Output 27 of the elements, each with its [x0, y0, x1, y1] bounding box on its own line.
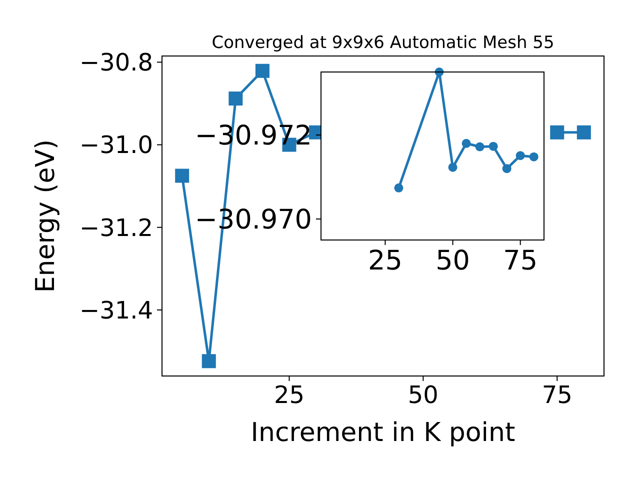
y-axis-title: Energy (eV)	[31, 139, 61, 293]
point	[448, 162, 458, 172]
point	[202, 354, 216, 368]
point	[255, 64, 270, 78]
x-tick-label: 50	[436, 246, 470, 277]
x-tick-label: 50	[408, 381, 438, 410]
point	[529, 152, 538, 162]
x-tick-label: 25	[368, 246, 402, 277]
y-tick-label: −31.4	[79, 296, 153, 324]
x-tick-label: 75	[503, 246, 538, 277]
point	[516, 151, 525, 160]
point	[502, 164, 512, 174]
point	[488, 142, 498, 151]
point	[175, 168, 190, 183]
point	[394, 183, 404, 192]
point	[475, 142, 484, 152]
y-tick-label: −30.8	[79, 48, 153, 77]
x-tick-label: 75	[542, 381, 572, 410]
y-tick-label: −31.2	[79, 214, 153, 242]
x-axis-title: Increment in K point	[250, 418, 516, 448]
point	[550, 125, 564, 140]
y-tick-label: −31.0	[79, 131, 153, 160]
x-tick-label: 25	[274, 381, 305, 410]
point	[462, 138, 471, 148]
point	[228, 92, 243, 106]
chart-title: Converged at 9x9x6 Automatic Mesh 55	[212, 33, 554, 53]
point	[576, 125, 591, 140]
